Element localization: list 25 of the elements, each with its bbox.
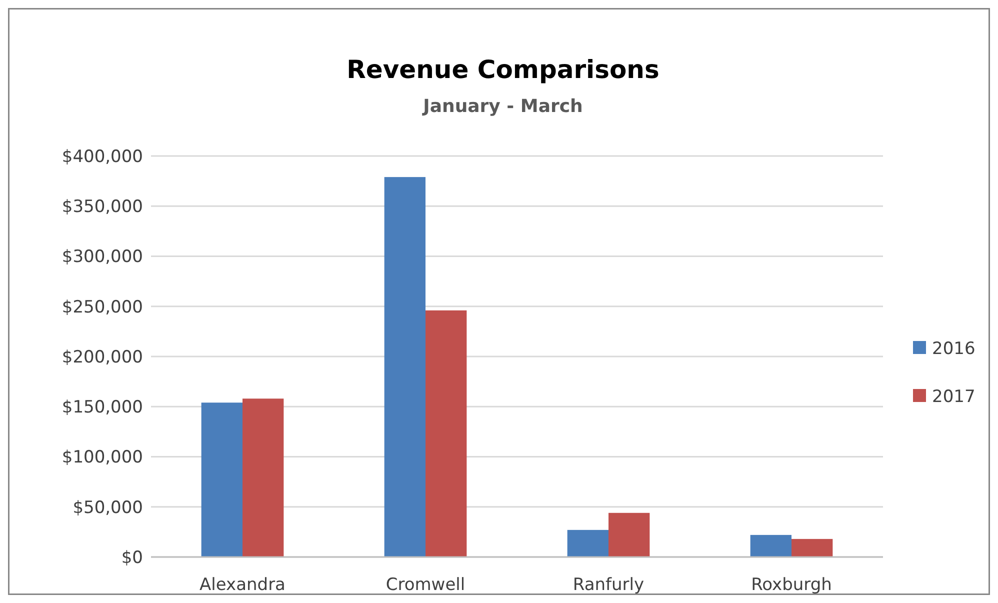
bar xyxy=(608,512,650,557)
bar xyxy=(201,402,242,557)
bar xyxy=(426,310,467,557)
y-tick-label: $0 xyxy=(121,548,143,568)
y-tick-label: $300,000 xyxy=(62,247,143,268)
y-tick-label: $50,000 xyxy=(72,498,143,518)
bar xyxy=(567,530,608,557)
y-tick-label: $250,000 xyxy=(62,297,143,318)
chart-title: Revenue Comparisons xyxy=(346,55,660,84)
legend-label: 2016 xyxy=(932,338,976,359)
y-tick-label: $350,000 xyxy=(62,197,143,218)
y-tick-label: $200,000 xyxy=(62,347,143,368)
chart-subtitle: January - March xyxy=(421,96,583,117)
y-tick-label: $150,000 xyxy=(62,398,143,418)
x-tick-label: Roxburgh xyxy=(751,575,832,595)
bar xyxy=(750,534,792,557)
bar xyxy=(792,538,833,557)
x-tick-label: Ranfurly xyxy=(572,575,644,595)
y-tick-label: $100,000 xyxy=(62,448,143,468)
legend-label: 2017 xyxy=(932,386,976,407)
y-tick-label: $400,000 xyxy=(62,146,143,167)
bar xyxy=(242,398,284,557)
bar xyxy=(384,177,426,557)
x-tick-label: Alexandra xyxy=(200,575,286,595)
x-tick-label: Cromwell xyxy=(386,575,466,595)
